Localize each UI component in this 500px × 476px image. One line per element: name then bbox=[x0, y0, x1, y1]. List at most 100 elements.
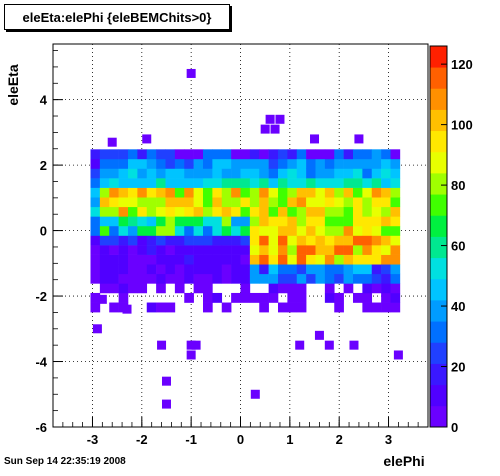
heatmap-bin bbox=[118, 187, 129, 198]
heatmap-bin bbox=[371, 283, 382, 294]
axes: -3 -2 -1 0 1 2 3 -6 -4 -2 0 2 4 bbox=[35, 50, 429, 447]
heatmap-bin bbox=[362, 254, 373, 265]
heatmap-bin bbox=[184, 216, 194, 227]
heatmap-bin bbox=[343, 225, 354, 236]
heatmap-bin bbox=[315, 254, 326, 265]
heatmap-bin bbox=[371, 216, 382, 227]
heatmap-bin bbox=[287, 292, 298, 303]
heatmap-bin bbox=[324, 206, 335, 217]
heatmap-bin bbox=[371, 158, 382, 169]
outlier-bin bbox=[324, 340, 334, 350]
outlier-bin bbox=[310, 134, 320, 144]
heatmap-bin bbox=[278, 273, 288, 284]
heatmap-bin bbox=[193, 206, 204, 217]
heatmap-bin bbox=[165, 178, 176, 188]
heatmap-bin bbox=[99, 264, 110, 275]
heatmap-bin bbox=[278, 149, 288, 160]
heatmap-bin bbox=[231, 178, 241, 188]
outlier-bin bbox=[186, 340, 196, 350]
heatmap-bin bbox=[287, 168, 298, 179]
heatmap-bin bbox=[156, 254, 166, 265]
heatmap-bin bbox=[268, 168, 279, 179]
heatmap-bin bbox=[146, 216, 157, 227]
heatmap-bin bbox=[146, 149, 157, 160]
heatmap-bin bbox=[240, 168, 251, 179]
heatmap-bin bbox=[343, 254, 354, 265]
x-tick-label: -2 bbox=[136, 432, 148, 447]
heatmap-bin bbox=[362, 216, 373, 227]
heatmap-bin bbox=[174, 158, 185, 169]
heatmap-bin bbox=[165, 168, 176, 179]
heatmap-bin bbox=[174, 178, 185, 188]
heatmap-bin bbox=[203, 149, 213, 160]
heatmap-bin bbox=[278, 187, 288, 198]
heatmap-bin bbox=[259, 225, 269, 236]
heatmap-bin bbox=[324, 225, 335, 236]
heatmap-bin bbox=[296, 273, 307, 284]
heatmap-bin bbox=[128, 235, 138, 246]
heatmap-bin bbox=[90, 225, 101, 236]
outlier-bin bbox=[295, 340, 305, 350]
heatmap-bin bbox=[334, 254, 344, 265]
outlier-bin bbox=[270, 124, 280, 134]
heatmap-bin bbox=[193, 235, 204, 246]
heatmap-bin bbox=[109, 216, 119, 227]
heatmap-bin bbox=[390, 206, 401, 217]
heatmap-bin bbox=[259, 197, 269, 208]
heatmap-bin bbox=[137, 149, 148, 160]
chart-title: eleEta:elePhi {eleBEMChits>0} bbox=[4, 4, 230, 30]
heatmap-bin bbox=[381, 197, 391, 208]
heatmap-bin bbox=[109, 206, 119, 217]
heatmap-bin bbox=[212, 264, 223, 275]
heatmap-bin bbox=[240, 283, 251, 294]
y-tick-label: -6 bbox=[35, 420, 47, 435]
heatmap-bin bbox=[146, 254, 157, 265]
heatmap-bin bbox=[184, 149, 194, 160]
heatmap-bin bbox=[315, 158, 326, 169]
heatmap-bin bbox=[362, 187, 373, 198]
heatmap-bin bbox=[381, 168, 391, 179]
heatmap-bin bbox=[259, 158, 269, 169]
heatmap-bin bbox=[203, 245, 213, 255]
heatmap-bin bbox=[174, 225, 185, 236]
heatmap-bin bbox=[249, 168, 260, 179]
heatmap-bin bbox=[221, 168, 232, 179]
heatmap-bin bbox=[146, 225, 157, 236]
heatmap-bin bbox=[240, 178, 251, 188]
heatmap-bin bbox=[287, 264, 298, 275]
heatmap-bin bbox=[118, 235, 129, 246]
heatmap-bin bbox=[278, 206, 288, 217]
heatmap-bin bbox=[231, 264, 241, 275]
heatmap-bin bbox=[193, 264, 204, 275]
heatmap-bin bbox=[334, 197, 344, 208]
heatmap-bin bbox=[184, 273, 194, 284]
heatmap-bin bbox=[371, 273, 382, 284]
heatmap-bin bbox=[165, 187, 176, 198]
heatmap-bin bbox=[212, 245, 223, 255]
heatmap-bin bbox=[165, 245, 176, 255]
heatmap-bin bbox=[99, 178, 110, 188]
heatmap-bin bbox=[184, 187, 194, 198]
heatmap-bin bbox=[259, 235, 269, 246]
palette-tick-label: 20 bbox=[451, 360, 465, 375]
heatmap-bin bbox=[174, 264, 185, 275]
heatmap-bin bbox=[240, 245, 251, 255]
outlier-bin bbox=[122, 304, 132, 314]
timestamp: Sun Sep 14 22:35:19 2008 bbox=[4, 456, 126, 467]
heatmap-bin bbox=[324, 187, 335, 198]
heatmap-bin bbox=[109, 254, 119, 265]
heatmap-bin bbox=[259, 292, 269, 303]
heatmap-bin bbox=[240, 216, 251, 227]
x-tick-label: 0 bbox=[237, 432, 244, 447]
heatmap-bin bbox=[165, 273, 176, 284]
heatmap-bin bbox=[146, 273, 157, 284]
heatmap-bin bbox=[381, 187, 391, 198]
heatmap-bin bbox=[343, 187, 354, 198]
heatmap-bin bbox=[193, 283, 204, 294]
x-tick-label: -1 bbox=[185, 432, 197, 447]
outlier-bin bbox=[314, 330, 324, 340]
y-tick-label: 0 bbox=[40, 224, 47, 239]
heatmap-bin bbox=[315, 225, 326, 236]
heatmap-bin bbox=[268, 292, 279, 303]
